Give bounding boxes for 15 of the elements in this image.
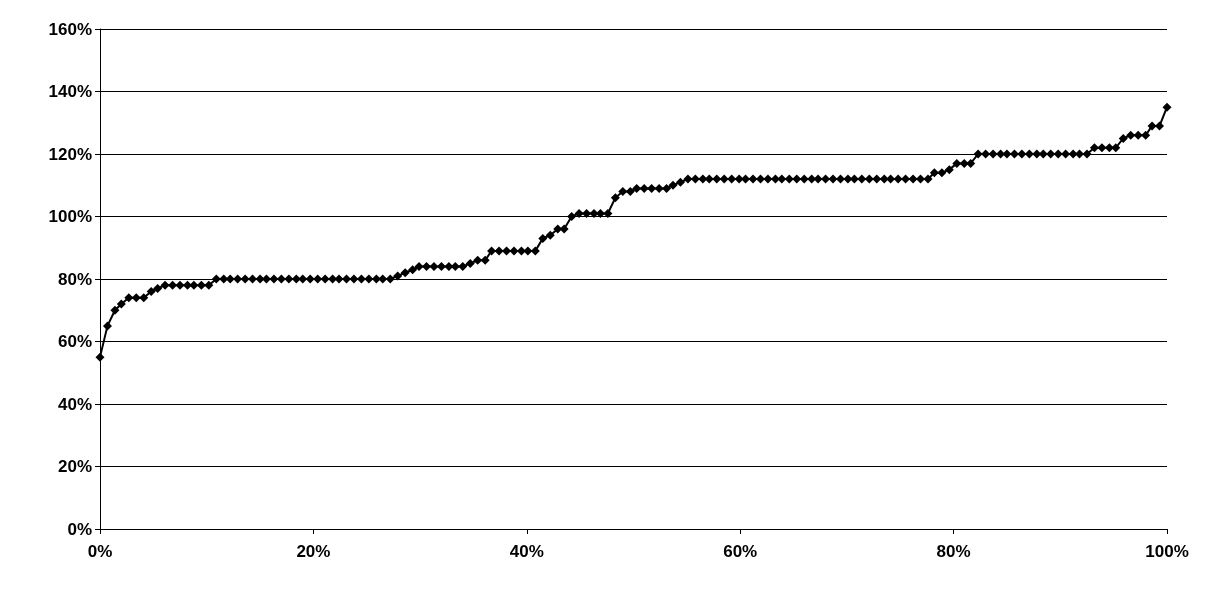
y-tick-label: 20% bbox=[57, 457, 92, 476]
y-tick-label: 60% bbox=[57, 332, 92, 351]
y-tick-label: 40% bbox=[57, 394, 92, 414]
x-tick-label: 40% bbox=[509, 542, 544, 561]
y-tick-label: 120% bbox=[48, 144, 92, 164]
y-tick-label: 80% bbox=[57, 269, 92, 289]
y-tick-label: 0% bbox=[67, 519, 92, 539]
x-tick-label: 60% bbox=[723, 542, 758, 561]
x-tick-label: 80% bbox=[936, 542, 971, 561]
y-tick-label: 100% bbox=[48, 207, 92, 226]
x-tick-label: 0% bbox=[87, 542, 113, 561]
y-tick-label: 140% bbox=[48, 82, 92, 101]
y-tick-label: 160% bbox=[48, 19, 92, 39]
x-tick-label: 100% bbox=[1145, 542, 1189, 561]
x-tick-label: 20% bbox=[296, 542, 331, 561]
